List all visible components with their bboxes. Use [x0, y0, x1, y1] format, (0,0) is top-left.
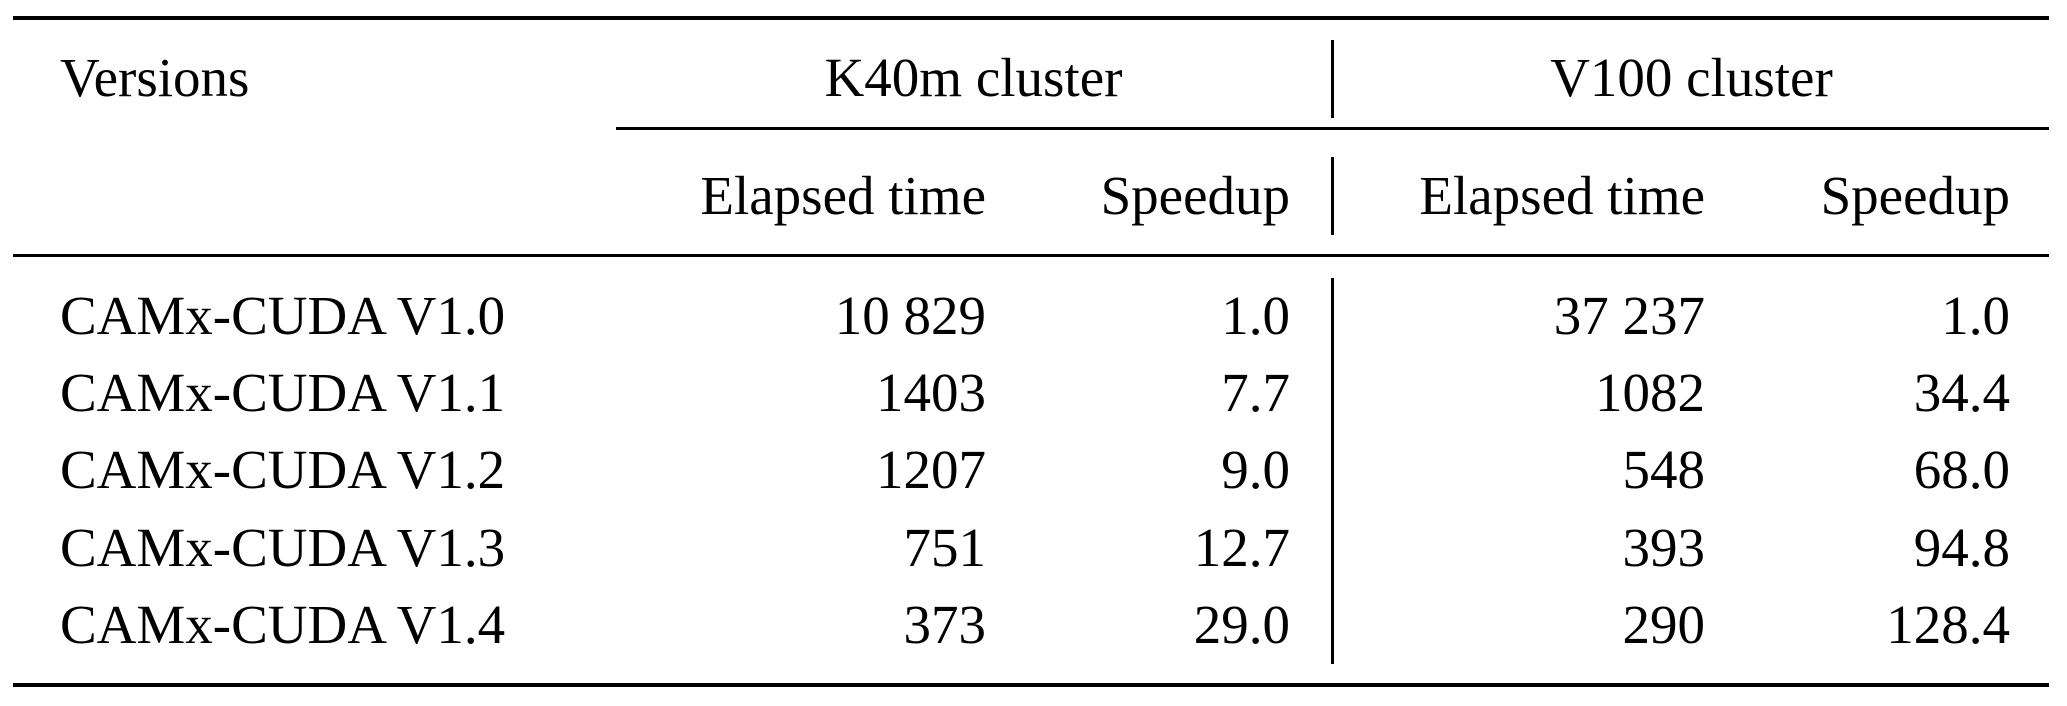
row-v100-speedup: 34.4	[1913, 362, 2010, 423]
bottom-rule	[13, 683, 2049, 687]
row-v100-speedup: 1.0	[1941, 285, 2010, 346]
group-midrule	[616, 127, 2049, 130]
row-v100-speedup: 128.4	[1886, 594, 2010, 655]
row-k40m-speedup: 29.0	[1193, 594, 1290, 655]
row-v100-time: 290	[1622, 594, 1706, 655]
row-k40m-speedup: 7.7	[1221, 362, 1290, 423]
header-group-k40m: K40m cluster	[824, 47, 1123, 108]
row-version: CAMx-CUDA V1.1	[60, 362, 506, 423]
group-separator-sub	[1331, 157, 1334, 235]
top-rule	[13, 16, 2049, 20]
row-version: CAMx-CUDA V1.0	[60, 285, 506, 346]
row-version: CAMx-CUDA V1.3	[60, 517, 506, 578]
row-v100-speedup: 94.8	[1913, 517, 2010, 578]
group-separator-top	[1331, 40, 1334, 118]
row-k40m-time: 10 829	[834, 285, 986, 346]
row-k40m-time: 373	[903, 594, 987, 655]
row-v100-time: 1082	[1595, 362, 1705, 423]
row-k40m-time: 1207	[876, 439, 986, 500]
header-k40m-elapsed-time: Elapsed time	[700, 165, 986, 226]
header-rule	[13, 254, 2049, 257]
header-k40m-speedup: Speedup	[1100, 165, 1290, 226]
header-versions: Versions	[60, 47, 250, 108]
row-k40m-speedup: 9.0	[1221, 439, 1290, 500]
header-v100-speedup: Speedup	[1820, 165, 2010, 226]
row-v100-time: 37 237	[1553, 285, 1705, 346]
row-v100-speedup: 68.0	[1913, 439, 2010, 500]
row-k40m-speedup: 1.0	[1221, 285, 1290, 346]
row-k40m-time: 1403	[876, 362, 986, 423]
header-v100-elapsed-time: Elapsed time	[1419, 165, 1705, 226]
row-version: CAMx-CUDA V1.2	[60, 439, 506, 500]
header-group-v100: V100 cluster	[1550, 47, 1833, 108]
row-k40m-time: 751	[903, 517, 987, 578]
group-separator-body	[1331, 278, 1334, 664]
row-version: CAMx-CUDA V1.4	[60, 594, 506, 655]
row-v100-time: 548	[1622, 439, 1706, 500]
row-v100-time: 393	[1622, 517, 1706, 578]
row-k40m-speedup: 12.7	[1193, 517, 1290, 578]
